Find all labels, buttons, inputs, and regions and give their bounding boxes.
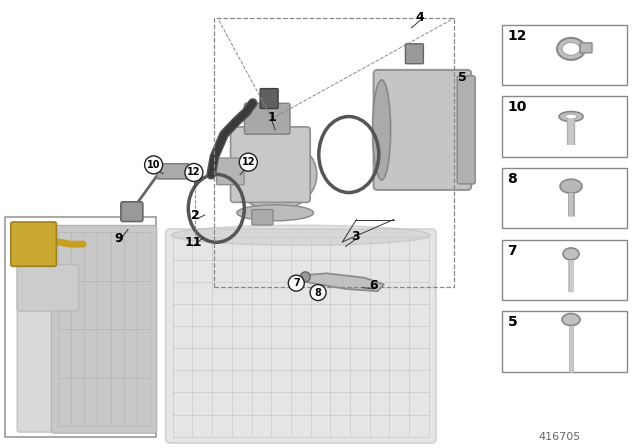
FancyBboxPatch shape — [157, 164, 189, 179]
FancyBboxPatch shape — [121, 202, 143, 221]
Ellipse shape — [171, 225, 431, 245]
Circle shape — [239, 153, 257, 171]
Text: 2: 2 — [191, 209, 200, 223]
FancyBboxPatch shape — [405, 44, 424, 64]
FancyBboxPatch shape — [252, 210, 273, 225]
FancyBboxPatch shape — [11, 222, 56, 266]
FancyBboxPatch shape — [51, 225, 157, 433]
Text: 3: 3 — [351, 230, 360, 243]
Bar — [214, 18, 454, 287]
Ellipse shape — [557, 38, 585, 60]
FancyBboxPatch shape — [17, 265, 79, 311]
Ellipse shape — [562, 43, 580, 56]
Ellipse shape — [234, 139, 317, 211]
Text: 10: 10 — [147, 160, 161, 170]
FancyBboxPatch shape — [230, 127, 310, 202]
FancyBboxPatch shape — [166, 229, 436, 443]
Circle shape — [310, 284, 326, 301]
Circle shape — [145, 156, 163, 174]
Text: 416705: 416705 — [539, 432, 581, 442]
Text: 5: 5 — [458, 70, 467, 84]
Circle shape — [185, 164, 203, 181]
Bar — [5, 217, 156, 437]
Ellipse shape — [562, 314, 580, 326]
Text: 6: 6 — [369, 279, 378, 293]
FancyBboxPatch shape — [260, 89, 278, 108]
FancyBboxPatch shape — [244, 103, 290, 134]
Text: 9: 9 — [114, 232, 123, 245]
Text: 11: 11 — [184, 236, 202, 250]
Text: 1: 1 — [268, 111, 276, 124]
Ellipse shape — [565, 114, 577, 119]
Bar — [502, 96, 627, 157]
Circle shape — [300, 272, 310, 282]
Ellipse shape — [563, 248, 579, 260]
Bar — [502, 311, 627, 372]
Text: 8: 8 — [508, 172, 517, 186]
Polygon shape — [301, 273, 384, 291]
FancyBboxPatch shape — [457, 76, 475, 184]
Text: 7: 7 — [508, 244, 517, 258]
Ellipse shape — [560, 179, 582, 193]
Ellipse shape — [559, 112, 583, 121]
Ellipse shape — [372, 80, 390, 180]
Text: 5: 5 — [508, 315, 517, 329]
Text: 12: 12 — [508, 29, 527, 43]
Circle shape — [288, 275, 305, 291]
Bar — [502, 168, 627, 228]
Text: 12: 12 — [187, 168, 201, 177]
Ellipse shape — [237, 205, 314, 221]
FancyBboxPatch shape — [17, 227, 146, 432]
FancyBboxPatch shape — [216, 158, 244, 185]
Text: 8: 8 — [315, 288, 321, 297]
FancyBboxPatch shape — [374, 70, 471, 190]
Text: 7: 7 — [293, 278, 300, 288]
Bar — [502, 240, 627, 300]
Bar — [502, 25, 627, 85]
Text: 12: 12 — [241, 157, 255, 167]
Text: 4: 4 — [415, 10, 424, 24]
Text: 10: 10 — [508, 100, 527, 114]
FancyBboxPatch shape — [580, 43, 592, 53]
